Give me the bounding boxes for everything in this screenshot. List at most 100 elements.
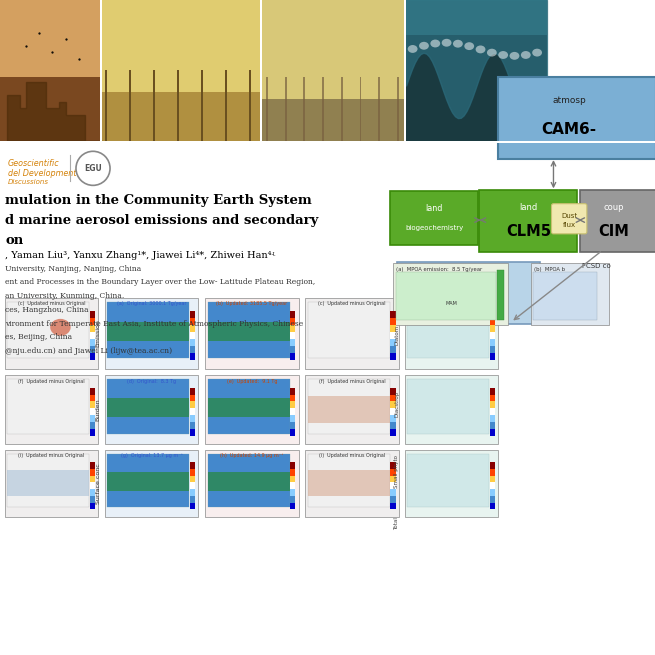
Bar xyxy=(107,398,189,417)
Bar xyxy=(0,141,655,143)
Text: Emission: Emission xyxy=(96,320,101,347)
Bar xyxy=(308,470,390,496)
Bar xyxy=(390,325,396,332)
Bar xyxy=(290,422,295,429)
Bar xyxy=(390,476,396,482)
Text: ces, Hangzhou, China: ces, Hangzhou, China xyxy=(5,306,89,314)
Bar xyxy=(406,0,547,35)
Bar xyxy=(490,469,495,476)
Text: Small phyto: Small phyto xyxy=(394,455,400,488)
Bar xyxy=(406,0,547,141)
Bar xyxy=(90,353,95,360)
Text: on: on xyxy=(5,234,24,248)
Bar xyxy=(393,263,508,325)
Text: CLM5: CLM5 xyxy=(506,224,551,239)
Bar xyxy=(386,141,655,334)
Bar xyxy=(390,415,396,422)
Bar xyxy=(262,0,406,141)
Bar xyxy=(249,70,251,141)
FancyBboxPatch shape xyxy=(552,204,587,234)
Bar xyxy=(490,332,495,339)
Ellipse shape xyxy=(464,42,474,50)
Text: CAM6-: CAM6- xyxy=(542,122,597,137)
Text: (c)  Updated minus Original: (c) Updated minus Original xyxy=(318,301,386,307)
Bar xyxy=(90,422,95,429)
Bar xyxy=(105,375,198,444)
Text: del Development: del Development xyxy=(8,169,77,178)
Bar xyxy=(5,450,98,517)
Text: (c)  Updated minus Original: (c) Updated minus Original xyxy=(18,301,85,307)
Bar xyxy=(390,332,396,339)
Ellipse shape xyxy=(441,39,451,47)
Bar xyxy=(190,332,195,339)
Text: biogeochemistry: biogeochemistry xyxy=(405,225,463,231)
Bar xyxy=(107,379,189,434)
Text: (e)  Updated:  9.1 Tg: (e) Updated: 9.1 Tg xyxy=(227,379,277,384)
Bar xyxy=(290,462,295,469)
Bar xyxy=(5,298,98,369)
Bar xyxy=(405,450,498,517)
Bar xyxy=(303,77,305,141)
Bar xyxy=(407,302,489,358)
Text: FCSD co: FCSD co xyxy=(582,263,611,269)
Bar xyxy=(190,482,195,489)
Bar xyxy=(290,394,295,402)
Bar xyxy=(531,263,609,325)
Bar xyxy=(390,429,396,436)
Bar xyxy=(190,318,195,325)
Bar xyxy=(290,489,295,496)
Bar xyxy=(308,379,390,434)
Text: mulation in the Community Earth System: mulation in the Community Earth System xyxy=(5,194,312,207)
Bar xyxy=(290,353,295,360)
Bar xyxy=(262,0,406,98)
Bar xyxy=(107,302,189,358)
Bar xyxy=(490,496,495,502)
Bar xyxy=(190,388,195,394)
Text: coup: coup xyxy=(604,203,624,212)
Text: es, Beijing, China: es, Beijing, China xyxy=(5,333,72,341)
Ellipse shape xyxy=(430,39,440,47)
Bar xyxy=(190,346,195,353)
Bar xyxy=(290,476,295,482)
Bar xyxy=(490,476,495,482)
Ellipse shape xyxy=(50,319,71,336)
Bar xyxy=(290,318,295,325)
Text: (f)  Updated minus Original: (f) Updated minus Original xyxy=(18,379,84,384)
Bar xyxy=(290,502,295,510)
Bar xyxy=(7,454,89,507)
Bar xyxy=(208,454,290,507)
Bar xyxy=(100,0,102,141)
Bar xyxy=(378,77,380,141)
Bar xyxy=(290,482,295,489)
Bar xyxy=(490,502,495,510)
Bar xyxy=(208,472,290,491)
Bar xyxy=(190,502,195,510)
Bar xyxy=(290,469,295,476)
Text: land: land xyxy=(426,204,443,214)
Bar xyxy=(190,408,195,415)
Ellipse shape xyxy=(498,51,508,59)
Text: Diacstrop: Diacstrop xyxy=(394,391,400,417)
Text: (i)  Updated minus Original: (i) Updated minus Original xyxy=(319,453,385,458)
Bar xyxy=(90,402,95,408)
Bar xyxy=(190,489,195,496)
FancyBboxPatch shape xyxy=(390,191,478,245)
Bar xyxy=(308,454,390,507)
Bar xyxy=(105,450,198,517)
Bar xyxy=(490,415,495,422)
Bar xyxy=(490,422,495,429)
Bar xyxy=(390,489,396,496)
Bar xyxy=(90,310,95,318)
Bar xyxy=(90,502,95,510)
Text: land: land xyxy=(519,203,537,212)
Bar xyxy=(308,396,390,422)
Bar xyxy=(404,0,406,141)
Bar xyxy=(190,339,195,346)
Text: Dust: Dust xyxy=(561,213,577,219)
Bar xyxy=(390,318,396,325)
Text: sea ice: sea ice xyxy=(454,276,483,286)
Bar xyxy=(390,496,396,502)
Text: Diatom: Diatom xyxy=(394,326,400,345)
Bar xyxy=(290,339,295,346)
FancyBboxPatch shape xyxy=(580,190,655,252)
